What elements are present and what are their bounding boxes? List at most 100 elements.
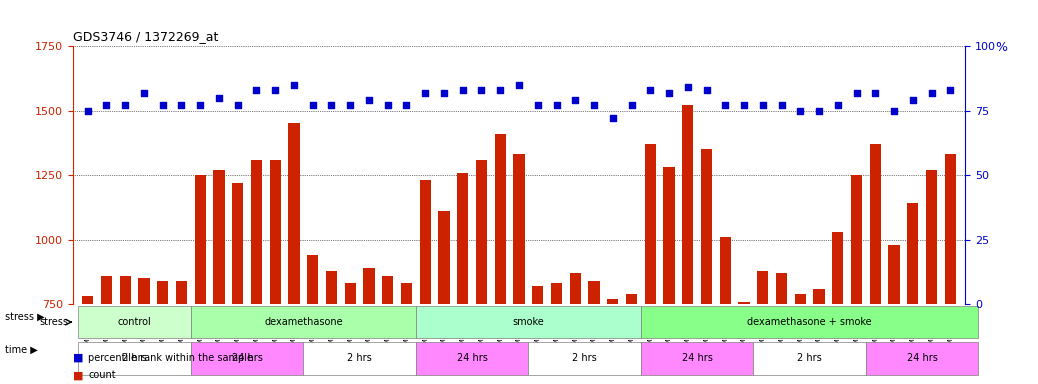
Point [248, 87, 265, 93]
Text: count: count [88, 370, 116, 380]
Point [342, 103, 358, 109]
FancyBboxPatch shape [866, 342, 979, 374]
Text: 24 hrs: 24 hrs [457, 353, 488, 363]
Point [211, 94, 227, 101]
FancyBboxPatch shape [303, 342, 416, 374]
Point [680, 84, 696, 91]
Bar [832, 232, 844, 384]
FancyBboxPatch shape [416, 306, 640, 338]
Bar [645, 144, 656, 384]
Bar [889, 245, 900, 384]
Point [380, 103, 397, 109]
FancyBboxPatch shape [78, 306, 191, 338]
FancyBboxPatch shape [191, 342, 303, 374]
Bar [776, 273, 787, 384]
Text: 24 hrs: 24 hrs [231, 353, 263, 363]
Text: 2 hrs: 2 hrs [122, 353, 147, 363]
Bar [457, 172, 468, 384]
Bar [738, 301, 749, 384]
Bar [345, 283, 356, 384]
Bar [157, 281, 168, 384]
Bar [814, 289, 824, 384]
FancyBboxPatch shape [191, 306, 416, 338]
Bar [289, 124, 300, 384]
Bar [475, 160, 487, 384]
Point [548, 103, 565, 109]
Text: ■: ■ [73, 370, 83, 380]
Point [567, 97, 583, 103]
Point [943, 87, 959, 93]
Point [285, 82, 302, 88]
Point [792, 108, 809, 114]
Point [529, 103, 546, 109]
Point [511, 82, 527, 88]
Point [699, 87, 715, 93]
Bar [701, 149, 712, 384]
Point [641, 87, 658, 93]
Point [192, 103, 209, 109]
Text: 2 hrs: 2 hrs [348, 353, 372, 363]
Point [304, 103, 321, 109]
Text: smoke: smoke [513, 317, 544, 327]
Bar [719, 237, 731, 384]
Bar [570, 273, 581, 384]
Point [923, 89, 939, 96]
Point [323, 103, 339, 109]
FancyBboxPatch shape [78, 342, 191, 374]
Point [773, 103, 790, 109]
Bar [438, 211, 449, 384]
Bar [175, 281, 187, 384]
Bar [607, 299, 619, 384]
Bar [851, 175, 863, 384]
Bar [532, 286, 543, 384]
Bar [119, 276, 131, 384]
Point [267, 87, 283, 93]
Point [492, 87, 509, 93]
Bar [926, 170, 937, 384]
Bar [214, 170, 224, 384]
FancyBboxPatch shape [416, 342, 528, 374]
Text: dexamethasone + smoke: dexamethasone + smoke [747, 317, 872, 327]
Point [811, 108, 827, 114]
Bar [307, 255, 319, 384]
FancyBboxPatch shape [640, 306, 979, 338]
Bar [757, 271, 768, 384]
Text: dexamethasone: dexamethasone [264, 317, 343, 327]
Text: ■: ■ [73, 353, 83, 363]
Bar [795, 294, 805, 384]
Bar [514, 154, 524, 384]
Point [736, 103, 753, 109]
Bar [870, 144, 881, 384]
Point [229, 103, 246, 109]
Point [173, 103, 190, 109]
Point [79, 108, 95, 114]
Point [399, 103, 415, 109]
Bar [419, 180, 431, 384]
Bar [82, 296, 93, 384]
Bar [945, 154, 956, 384]
Point [99, 103, 115, 109]
Y-axis label: %: % [995, 41, 1007, 54]
Point [755, 103, 771, 109]
Text: percentile rank within the sample: percentile rank within the sample [88, 353, 253, 363]
Bar [626, 294, 637, 384]
Point [604, 115, 621, 121]
Text: GDS3746 / 1372269_at: GDS3746 / 1372269_at [73, 30, 218, 43]
Point [136, 89, 153, 96]
Point [117, 103, 134, 109]
Bar [907, 204, 919, 384]
Point [473, 87, 490, 93]
Bar [589, 281, 600, 384]
Bar [363, 268, 375, 384]
Point [455, 87, 471, 93]
Text: 2 hrs: 2 hrs [572, 353, 597, 363]
Point [904, 97, 921, 103]
Point [360, 97, 377, 103]
Text: stress: stress [39, 317, 69, 327]
FancyBboxPatch shape [528, 342, 640, 374]
Point [867, 89, 883, 96]
Bar [382, 276, 393, 384]
Point [623, 103, 639, 109]
Bar [495, 134, 506, 384]
Point [717, 103, 734, 109]
